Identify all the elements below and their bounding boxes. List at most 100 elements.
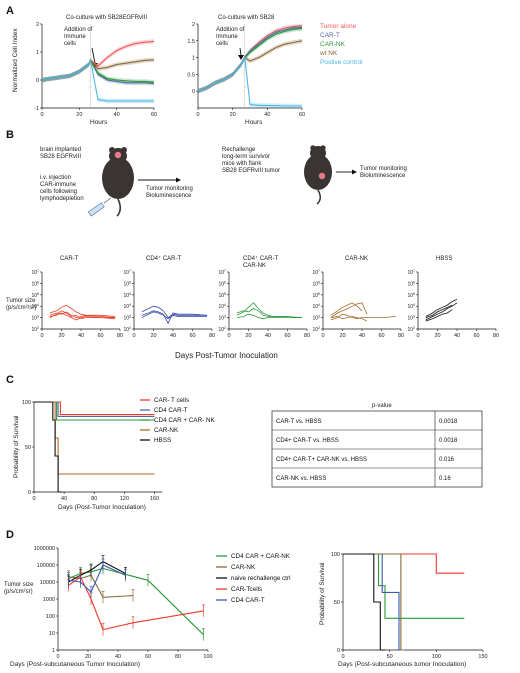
c-ytick-label: 0 xyxy=(28,490,31,496)
b3-ytick-label: 105 xyxy=(312,292,320,299)
c-survival-0 xyxy=(34,401,155,416)
d1-xtick-label: 0 xyxy=(56,654,59,660)
b4-ytick-label: 102 xyxy=(407,326,415,333)
d2-ytick-label: 100 xyxy=(331,552,340,558)
d1-xtick-label: 40 xyxy=(115,654,121,660)
legend-c-label-3: CAR-NK xyxy=(154,427,179,434)
schematic-rechallenge-line2: long-term survivor xyxy=(222,154,270,160)
panel-a-letter: A xyxy=(6,5,14,17)
b0-ytick-label: 103 xyxy=(31,315,39,322)
panel-a-arrow xyxy=(91,47,96,64)
a1-xtick-label: 20 xyxy=(76,112,82,118)
b0-ytick-label: 105 xyxy=(31,292,39,299)
pvalue-row-1-comparison: CAR-T vs. HBSS xyxy=(276,419,322,425)
panel-a-chart1-title: Co-culture with SB28EGFRvIII xyxy=(66,15,147,21)
b3-series-1 xyxy=(330,302,363,316)
a1-xtick-label: 60 xyxy=(151,112,157,118)
b2-series-2 xyxy=(236,308,288,317)
panel-a2-arrowhead xyxy=(238,55,244,60)
legend-d-label-3: CAR-Tcells xyxy=(231,586,262,593)
schematic-mouse1-label-line2: SB28 EGFRvIII xyxy=(40,154,81,160)
panel-a-annotation-line2: Immune xyxy=(64,34,86,40)
legend-c-label-4: HBSS xyxy=(154,437,171,444)
panel-b-chart-car-t: 0 20 40 60 80 102 103 104 105 106 107 xyxy=(31,269,123,339)
schematic-monitor1-line1: Tumor monitoring xyxy=(146,186,193,192)
a1-xtick-label: 40 xyxy=(114,112,120,118)
b4-ytick-label: 103 xyxy=(407,315,415,322)
pvalue-row-3-value: 0.016 xyxy=(439,457,455,463)
b3-xtick-label: 80 xyxy=(398,333,404,339)
d2-xtick-label: 100 xyxy=(432,654,441,660)
schematic-mouse1-label-line1: brain implanted xyxy=(40,147,81,153)
b2-xtick-label: 20 xyxy=(245,333,251,339)
b3-series-3 xyxy=(330,316,368,322)
schematic-injection-line3: cells following xyxy=(40,189,77,195)
c-xtick-label: 40 xyxy=(61,496,67,502)
b3-xtick-label: 0 xyxy=(321,333,324,339)
b3-xtick-label: 60 xyxy=(378,333,384,339)
d1-xtick-label: 60 xyxy=(145,654,151,660)
b0-xtick-label: 0 xyxy=(40,333,43,339)
a1-ytick-label: 2 xyxy=(36,22,39,28)
a2-ytick-label: 1.5 xyxy=(187,39,195,45)
pvalue-row-1-value: 0.0018 xyxy=(439,419,458,425)
b1-xtick-label: 40 xyxy=(170,333,176,339)
b1-series-2 xyxy=(141,305,208,319)
panel-a2-annotation-line2: Immune xyxy=(216,34,238,40)
legend-a-car-t: CAR-T xyxy=(320,32,340,39)
legend-a-positive-control: Postive control xyxy=(320,59,363,66)
a2-xtick-label: 20 xyxy=(230,112,236,118)
a1-ytick-label: 1 xyxy=(36,50,39,56)
b1-series-0 xyxy=(141,310,208,325)
legend-a-car-nk: CAR-NK xyxy=(320,41,346,48)
d2-xtick-label: 0 xyxy=(341,654,344,660)
pvalue-row-4-value: 0.16 xyxy=(439,476,451,482)
b1-xtick-label: 80 xyxy=(209,333,215,339)
legend-d-label-0: CD4 CAR + CAR-NK xyxy=(231,553,291,560)
c-ytick-label: 100 xyxy=(22,400,31,406)
c-ytick-label: 50 xyxy=(25,445,31,451)
panel-b-chart-hbss: 0 20 40 60 80 102 103 104 105 106 107 xyxy=(407,269,499,339)
d2-survival-1 xyxy=(343,553,465,619)
d2-survival-0 xyxy=(343,553,465,574)
b3-ytick-label: 102 xyxy=(312,326,320,333)
a2-ytick-label: 0 xyxy=(192,89,195,95)
panel-d-legend: CD4 CAR + CAR-NK CAR-NK naive rechallenge … xyxy=(216,553,291,604)
legend-a-wt-nk: wt NK xyxy=(319,50,338,57)
a2-ytick-label: 1 xyxy=(192,56,195,62)
schematic-monitor2-line1: Tumor monitoring xyxy=(360,166,407,172)
d2-xtick-label: 50 xyxy=(387,654,393,660)
panel-b-chart-car-nk: 0 20 40 60 80 102 103 104 105 106 107 xyxy=(312,269,404,339)
a2-series-4 xyxy=(197,55,302,107)
b4-ytick-label: 107 xyxy=(407,269,415,276)
b0-xtick-label: 60 xyxy=(97,333,103,339)
panel-d-letter: D xyxy=(6,529,14,541)
a2-ytick-label: 0.5 xyxy=(187,72,195,78)
b4-ytick-label: 106 xyxy=(407,280,415,287)
b2-xtick-label: 60 xyxy=(284,333,290,339)
pvalue-table xyxy=(271,410,483,488)
legend-c-label-2: CD4 CAR + CAR- NK xyxy=(154,417,216,424)
a2-ytick-label: 2 xyxy=(192,22,195,28)
panel-d-xlabel1: Days (Post-subcutaneous Tumor Inoculatio… xyxy=(10,661,140,668)
b3-xtick-label: 20 xyxy=(339,333,345,339)
legend-c-label-0: CAR- T cells xyxy=(154,397,189,404)
d1-series-0 xyxy=(68,567,204,636)
b0-ytick-label: 104 xyxy=(31,303,39,310)
b4-series-1 xyxy=(425,304,453,318)
b2-series-1 xyxy=(236,313,303,320)
b4-ytick-label: 105 xyxy=(407,292,415,299)
b2-ytick-label: 102 xyxy=(218,326,226,333)
b1-xtick-label: 20 xyxy=(150,333,156,339)
b0-ytick-label: 106 xyxy=(31,280,39,287)
b4-series-3 xyxy=(425,309,453,322)
panel-a-chart2: 0 20 40 60 0 0.5 1 1.5 2 xyxy=(187,22,305,118)
a2-xtick-label: 0 xyxy=(196,112,199,118)
d2-xtick-label: 150 xyxy=(478,654,487,660)
d1-xtick-label: 100 xyxy=(203,654,212,660)
panel-b-title-car-t: CAR-T xyxy=(60,256,79,262)
c-survival-3 xyxy=(34,401,155,475)
b2-ytick-label: 106 xyxy=(218,280,226,287)
b1-ytick-label: 104 xyxy=(123,303,131,310)
b2-xtick-label: 40 xyxy=(265,333,271,339)
